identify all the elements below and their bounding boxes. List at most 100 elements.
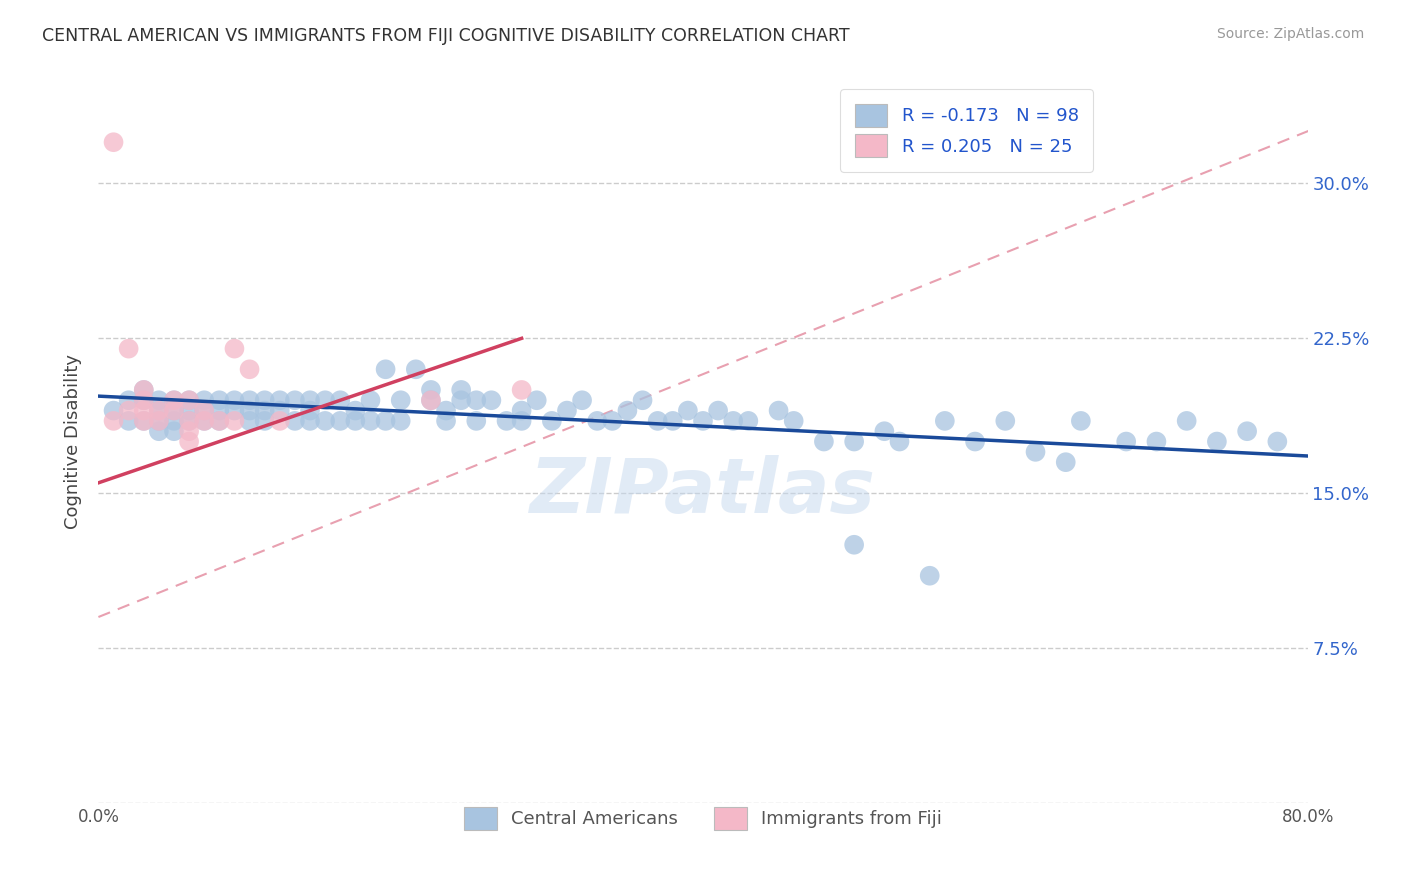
Point	[148, 393, 170, 408]
Point	[844, 538, 866, 552]
Point	[465, 393, 488, 408]
Point	[132, 383, 155, 397]
Point	[526, 393, 548, 408]
Point	[103, 135, 125, 149]
Point	[783, 414, 806, 428]
Point	[193, 393, 215, 408]
Point	[555, 403, 578, 417]
Point	[179, 414, 201, 428]
Point	[450, 383, 472, 397]
Point	[179, 403, 201, 417]
Point	[918, 568, 941, 582]
Point	[965, 434, 987, 449]
Point	[208, 403, 231, 417]
Point	[1236, 424, 1258, 438]
Point	[329, 393, 352, 408]
Point	[813, 434, 835, 449]
Point	[179, 393, 201, 408]
Point	[148, 403, 170, 417]
Point	[1070, 414, 1092, 428]
Point	[132, 403, 155, 417]
Point	[299, 414, 322, 428]
Point	[299, 393, 322, 408]
Point	[314, 414, 336, 428]
Point	[692, 414, 714, 428]
Point	[495, 414, 517, 428]
Point	[179, 424, 201, 438]
Point	[253, 393, 276, 408]
Point	[631, 393, 654, 408]
Point	[163, 403, 186, 417]
Point	[163, 414, 186, 428]
Point	[132, 393, 155, 408]
Point	[1267, 434, 1289, 449]
Point	[510, 383, 533, 397]
Point	[571, 393, 593, 408]
Point	[208, 393, 231, 408]
Point	[1115, 434, 1137, 449]
Point	[118, 393, 141, 408]
Point	[103, 414, 125, 428]
Point	[163, 393, 186, 408]
Point	[360, 393, 382, 408]
Point	[389, 414, 412, 428]
Point	[269, 393, 291, 408]
Point	[374, 414, 396, 428]
Point	[118, 414, 141, 428]
Point	[163, 393, 186, 408]
Point	[193, 414, 215, 428]
Point	[540, 414, 562, 428]
Point	[118, 403, 141, 417]
Point	[224, 393, 246, 408]
Point	[707, 403, 730, 417]
Point	[647, 414, 669, 428]
Point	[405, 362, 427, 376]
Point	[344, 414, 367, 428]
Point	[889, 434, 911, 449]
Y-axis label: Cognitive Disability: Cognitive Disability	[65, 354, 83, 529]
Point	[676, 403, 699, 417]
Point	[1175, 414, 1198, 428]
Point	[239, 414, 262, 428]
Point	[344, 403, 367, 417]
Point	[132, 414, 155, 428]
Point	[586, 414, 609, 428]
Point	[118, 342, 141, 356]
Point	[224, 342, 246, 356]
Point	[389, 393, 412, 408]
Point	[208, 414, 231, 428]
Legend: R = -0.173   N = 98, R = 0.205   N = 25: R = -0.173 N = 98, R = 0.205 N = 25	[841, 89, 1092, 172]
Point	[132, 383, 155, 397]
Point	[239, 362, 262, 376]
Point	[253, 403, 276, 417]
Point	[420, 393, 443, 408]
Point	[193, 403, 215, 417]
Point	[465, 414, 488, 428]
Point	[284, 414, 307, 428]
Point	[314, 393, 336, 408]
Point	[179, 414, 201, 428]
Point	[481, 393, 503, 408]
Point	[239, 393, 262, 408]
Point	[510, 403, 533, 417]
Point	[1206, 434, 1229, 449]
Point	[737, 414, 759, 428]
Point	[148, 424, 170, 438]
Text: ZIPatlas: ZIPatlas	[530, 455, 876, 529]
Point	[450, 393, 472, 408]
Text: CENTRAL AMERICAN VS IMMIGRANTS FROM FIJI COGNITIVE DISABILITY CORRELATION CHART: CENTRAL AMERICAN VS IMMIGRANTS FROM FIJI…	[42, 27, 849, 45]
Point	[420, 393, 443, 408]
Point	[163, 424, 186, 438]
Point	[132, 393, 155, 408]
Point	[873, 424, 896, 438]
Point	[420, 383, 443, 397]
Point	[179, 434, 201, 449]
Point	[661, 414, 683, 428]
Point	[284, 393, 307, 408]
Point	[224, 414, 246, 428]
Point	[193, 403, 215, 417]
Point	[239, 403, 262, 417]
Point	[224, 403, 246, 417]
Point	[269, 414, 291, 428]
Text: Source: ZipAtlas.com: Source: ZipAtlas.com	[1216, 27, 1364, 41]
